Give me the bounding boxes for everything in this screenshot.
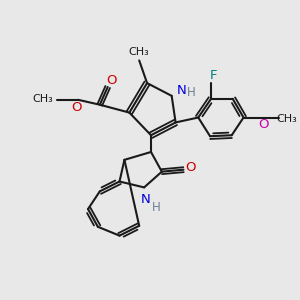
Text: N: N	[177, 84, 186, 98]
Text: N: N	[141, 193, 151, 206]
Text: O: O	[106, 74, 117, 87]
Text: CH₃: CH₃	[277, 115, 297, 124]
Text: O: O	[185, 161, 196, 174]
Text: H: H	[187, 86, 196, 99]
Text: H: H	[152, 201, 160, 214]
Text: CH₃: CH₃	[32, 94, 53, 104]
Text: O: O	[71, 101, 81, 114]
Text: CH₃: CH₃	[129, 46, 150, 57]
Text: O: O	[258, 118, 268, 131]
Text: F: F	[209, 69, 217, 82]
